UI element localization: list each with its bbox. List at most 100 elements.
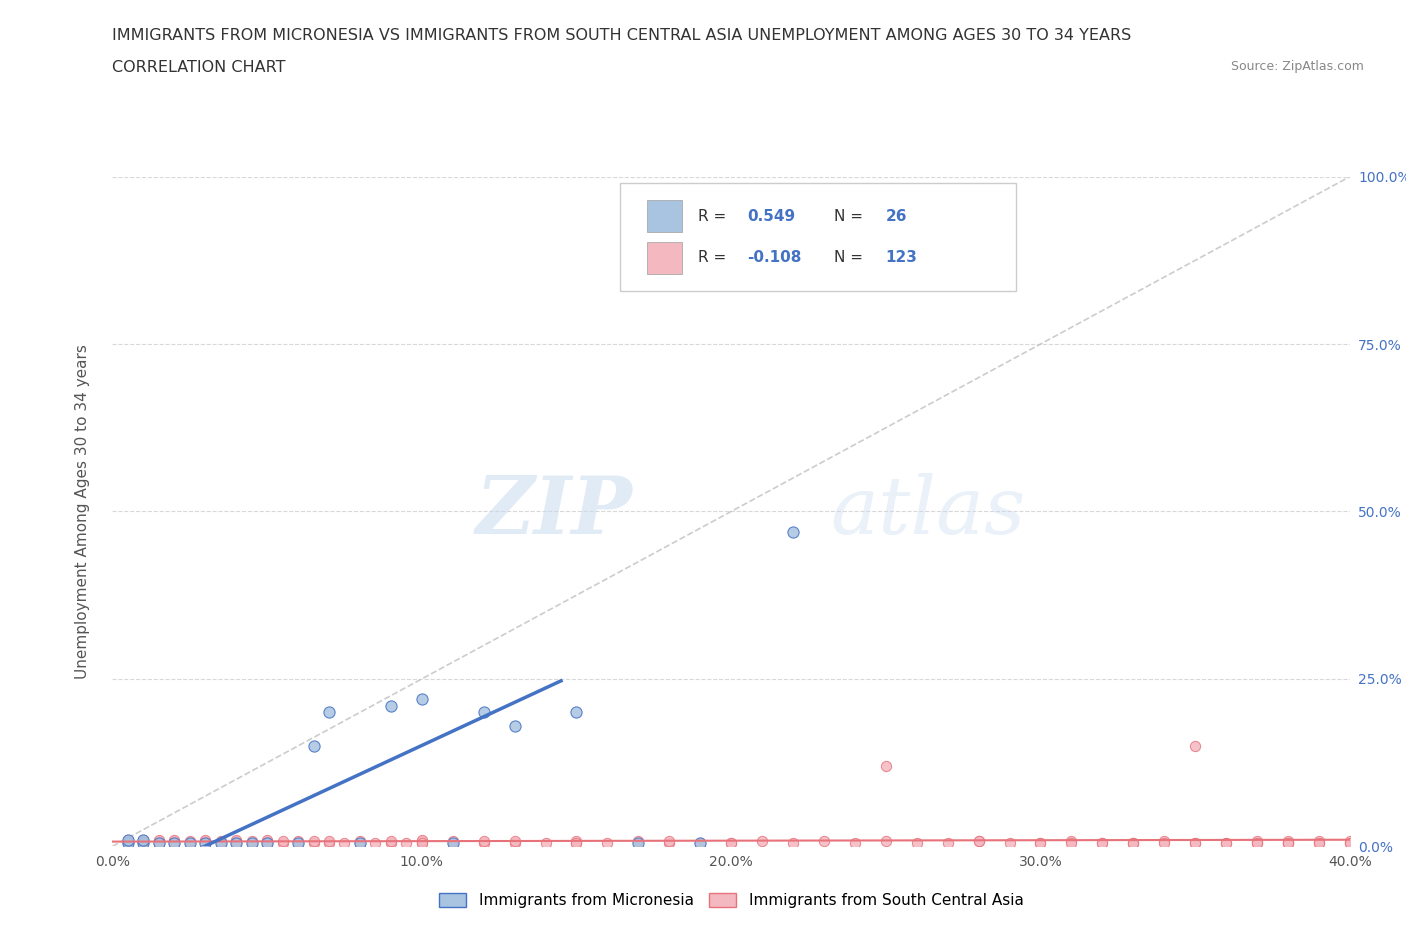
Point xyxy=(364,835,387,850)
Point xyxy=(411,835,433,850)
Point xyxy=(472,833,495,848)
Point xyxy=(194,835,217,850)
FancyBboxPatch shape xyxy=(620,183,1015,290)
Point xyxy=(179,835,201,850)
Point xyxy=(148,835,170,850)
Point xyxy=(349,835,371,850)
Point xyxy=(936,835,959,850)
Point xyxy=(875,833,897,848)
Point xyxy=(1215,835,1237,850)
Text: ZIP: ZIP xyxy=(475,472,633,551)
Point xyxy=(1215,835,1237,850)
Point xyxy=(302,833,325,848)
Point xyxy=(240,835,263,850)
Point xyxy=(349,833,371,848)
Point xyxy=(844,835,866,850)
Text: 26: 26 xyxy=(886,209,907,224)
Point xyxy=(967,833,990,848)
Text: -0.108: -0.108 xyxy=(747,250,801,265)
Point xyxy=(287,833,309,848)
Legend: Immigrants from Micronesia, Immigrants from South Central Asia: Immigrants from Micronesia, Immigrants f… xyxy=(432,885,1031,916)
Point xyxy=(1184,738,1206,753)
Text: Source: ZipAtlas.com: Source: ZipAtlas.com xyxy=(1230,60,1364,73)
Point xyxy=(132,835,155,850)
Point xyxy=(225,835,247,850)
Point xyxy=(380,833,402,848)
Point xyxy=(179,835,201,850)
Point xyxy=(782,525,804,539)
Point xyxy=(875,759,897,774)
Point xyxy=(240,833,263,848)
Point xyxy=(117,835,139,850)
Point xyxy=(411,692,433,707)
Point xyxy=(1339,833,1361,848)
Point xyxy=(117,835,139,850)
Point xyxy=(271,835,294,850)
Text: IMMIGRANTS FROM MICRONESIA VS IMMIGRANTS FROM SOUTH CENTRAL ASIA UNEMPLOYMENT AM: IMMIGRANTS FROM MICRONESIA VS IMMIGRANTS… xyxy=(112,28,1132,43)
Point xyxy=(1400,835,1406,850)
Point xyxy=(194,833,217,848)
Point xyxy=(1308,835,1330,850)
Point xyxy=(1246,835,1268,850)
Point xyxy=(565,835,588,850)
Point xyxy=(1060,835,1083,850)
Point xyxy=(132,833,155,848)
Point xyxy=(132,833,155,848)
Point xyxy=(318,835,340,850)
Point xyxy=(194,835,217,850)
Point xyxy=(333,835,356,850)
Point xyxy=(1029,835,1052,850)
Point xyxy=(534,835,557,850)
Point xyxy=(117,832,139,847)
Point xyxy=(1184,835,1206,850)
Point xyxy=(1277,835,1299,850)
Point xyxy=(1184,835,1206,850)
Point xyxy=(225,835,247,850)
Point xyxy=(225,835,247,850)
Point xyxy=(1339,835,1361,850)
Point xyxy=(627,835,650,850)
Point xyxy=(240,835,263,850)
Point xyxy=(565,705,588,720)
Point xyxy=(302,835,325,850)
Point xyxy=(132,835,155,850)
Bar xyxy=(647,242,682,273)
Point xyxy=(1277,835,1299,850)
Point xyxy=(720,835,742,850)
Point xyxy=(1122,835,1144,850)
Point xyxy=(287,835,309,850)
Point xyxy=(271,833,294,848)
Point xyxy=(1091,835,1114,850)
Point xyxy=(967,833,990,848)
Point xyxy=(751,833,773,848)
Point xyxy=(1153,833,1175,848)
Point xyxy=(411,832,433,847)
Point xyxy=(1060,833,1083,848)
Point xyxy=(1369,835,1392,850)
Point xyxy=(503,718,526,733)
Point xyxy=(658,833,681,848)
Text: N =: N = xyxy=(834,209,868,224)
Text: CORRELATION CHART: CORRELATION CHART xyxy=(112,60,285,75)
Point xyxy=(256,832,278,847)
Point xyxy=(689,835,711,850)
Point xyxy=(117,833,139,848)
Point xyxy=(132,832,155,847)
Point xyxy=(1277,833,1299,848)
Point xyxy=(318,705,340,720)
Point xyxy=(179,833,201,848)
Point xyxy=(380,835,402,850)
Point xyxy=(782,835,804,850)
Point xyxy=(503,833,526,848)
Point xyxy=(472,835,495,850)
Point xyxy=(1122,835,1144,850)
Bar xyxy=(647,200,682,232)
Point xyxy=(441,835,464,850)
Point xyxy=(441,835,464,850)
Point xyxy=(441,833,464,848)
Point xyxy=(472,705,495,720)
Point xyxy=(117,833,139,848)
Text: R =: R = xyxy=(697,250,731,265)
Point xyxy=(411,835,433,850)
Point xyxy=(148,835,170,850)
